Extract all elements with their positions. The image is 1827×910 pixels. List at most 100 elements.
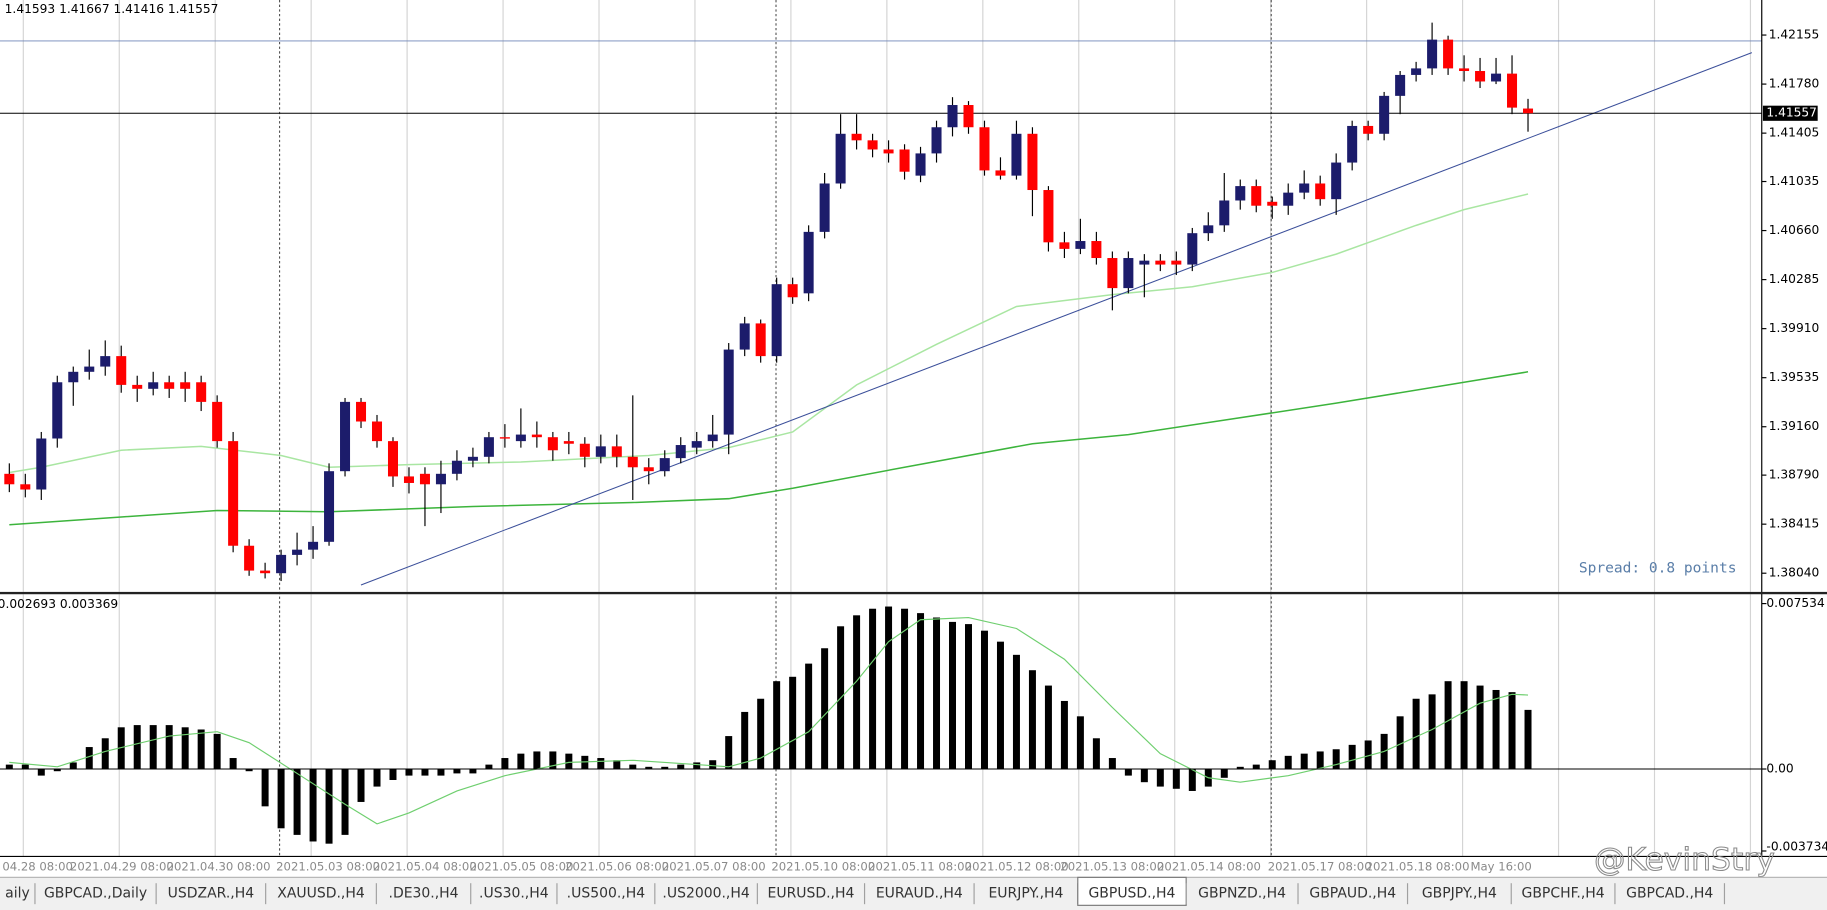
time-axis-label: 2021.05.07 08:00: [662, 859, 766, 873]
candle-body: [851, 133, 862, 141]
macd-bar: [1476, 685, 1484, 770]
macd-tick-label: -0.003734: [1766, 840, 1827, 854]
candle-body: [180, 382, 191, 389]
candle-body: [164, 382, 175, 389]
candle-body: [1427, 39, 1438, 69]
candle-body: [1059, 242, 1070, 249]
symbol-tab[interactable]: aily: [5, 883, 36, 905]
symbol-tab[interactable]: .US30.,H4: [479, 883, 558, 905]
symbol-tab[interactable]: GBPUSD.,H4: [1077, 876, 1187, 906]
candle-body: [1091, 241, 1102, 259]
symbol-tab[interactable]: GBPCAD.,H4: [1626, 883, 1726, 905]
candle-body: [803, 231, 814, 294]
macd-bar: [229, 758, 237, 770]
price-tick-label: 1.40285: [1769, 272, 1820, 286]
candle-body: [20, 484, 31, 490]
symbol-tab[interactable]: EURUSD.,H4: [768, 883, 866, 905]
candle-body: [691, 441, 702, 448]
macd-bar: [549, 751, 557, 770]
macd-bar: [1332, 749, 1340, 770]
candle-body: [1379, 95, 1390, 134]
time-axis-label: 2021.05.06 08:00: [565, 859, 669, 873]
macd-tick-label: 0.00: [1766, 762, 1793, 776]
candle-body: [755, 323, 766, 357]
time-axis-label: 2021.05.18 08:00: [1366, 859, 1470, 873]
macd-bar: [437, 769, 445, 776]
candle-body: [244, 545, 255, 571]
candle-body: [579, 443, 590, 457]
macd-bar: [1316, 751, 1324, 770]
candle-body: [132, 384, 143, 389]
watermark: @KevinStry: [1594, 842, 1775, 878]
tab-label: GBPCHF.,H4: [1522, 886, 1605, 902]
time-axis-label: 2021.04.29 08:00: [70, 859, 174, 873]
candle-body: [116, 356, 127, 385]
candle-body: [675, 445, 686, 459]
candle-body: [276, 554, 287, 574]
candle-body: [419, 473, 430, 485]
macd-bar: [1012, 654, 1020, 770]
symbol-tab[interactable]: XAUUSD.,H4: [277, 883, 377, 905]
symbol-tab[interactable]: GBPCAD.,Daily: [44, 883, 157, 905]
macd-bar: [1284, 755, 1292, 770]
candle-body: [659, 458, 670, 472]
macd-bar: [133, 725, 141, 770]
candle-body: [451, 460, 462, 474]
symbol-tab[interactable]: GBPNZD.,H4: [1198, 883, 1299, 905]
candle-body: [52, 382, 63, 439]
candle-body: [883, 149, 894, 154]
price-tick-label: 1.41035: [1769, 174, 1820, 188]
macd-bar: [741, 711, 749, 770]
candle-body: [1331, 162, 1342, 200]
time-axis-label: May 16:00: [1470, 859, 1531, 873]
symbol-tab[interactable]: GBPJPY.,H4: [1422, 883, 1512, 905]
price-tick-label: 1.39910: [1769, 321, 1820, 335]
macd-bar: [277, 769, 285, 829]
symbol-tab[interactable]: .US2000.,H4: [662, 883, 758, 905]
symbol-tab[interactable]: .DE30.,H4: [389, 883, 472, 905]
candle-body: [867, 140, 878, 150]
candle-body: [547, 437, 558, 451]
candle-body: [835, 133, 846, 184]
candle-body: [1363, 125, 1374, 134]
candle-body: [1283, 192, 1294, 206]
macd-bar: [901, 608, 909, 770]
macd-bar: [1412, 698, 1420, 770]
macd-bar: [1508, 692, 1516, 770]
candle-body: [1123, 258, 1134, 289]
macd-bar: [293, 769, 301, 835]
candle-body: [595, 446, 606, 457]
candle-body: [1075, 241, 1086, 249]
symbol-tab[interactable]: USDZAR.,H4: [168, 883, 267, 905]
macd-bar: [37, 769, 45, 776]
price-tick-label: 1.39535: [1769, 370, 1820, 384]
tab-label: .US2000.,H4: [662, 886, 749, 902]
tab-label: GBPCAD.,Daily: [44, 886, 147, 902]
time-axis-label: 2021.05.13 08:00: [1060, 859, 1164, 873]
macd-bar: [341, 769, 349, 835]
candle-body: [931, 127, 942, 154]
macd-bar: [805, 663, 813, 770]
macd-bar: [565, 753, 573, 770]
time-axis-label: 2021.05.10 08:00: [771, 859, 875, 873]
candle-body: [1395, 74, 1406, 96]
macd-bar: [453, 769, 461, 774]
symbol-tab[interactable]: EURAUD.,H4: [876, 883, 975, 905]
candle-body: [196, 382, 207, 402]
macd-bar: [181, 727, 189, 770]
macd-bar: [613, 760, 621, 770]
symbol-tab[interactable]: .US500.,H4: [567, 883, 656, 905]
current-price-label: 1.41557: [1766, 106, 1817, 120]
macd-bar: [389, 769, 397, 780]
macd-bar: [980, 630, 988, 770]
macd-bar: [1108, 758, 1116, 770]
symbol-tab[interactable]: GBPAUD.,H4: [1309, 883, 1409, 905]
time-axis-label: 2021.05.14 08:00: [1157, 859, 1261, 873]
macd-bar: [709, 760, 717, 770]
symbol-tab[interactable]: GBPCHF.,H4: [1522, 883, 1616, 905]
macd-bar: [1268, 760, 1276, 770]
candle-body: [899, 149, 910, 172]
macd-bar: [1044, 685, 1052, 770]
tab-label: EURAUD.,H4: [876, 886, 963, 902]
